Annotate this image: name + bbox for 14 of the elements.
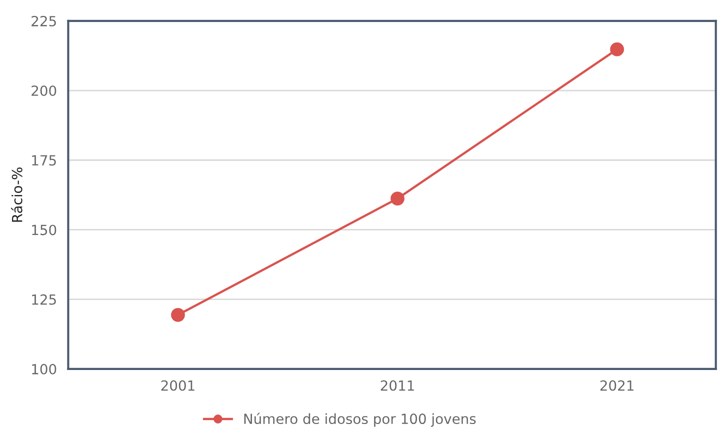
- point: [171, 308, 185, 322]
- y-tick-label: 200: [32, 85, 56, 96]
- y-axis-title: Rácio-%: [11, 168, 22, 222]
- x-tick-label: 2021: [600, 380, 634, 391]
- y-tick-label: 100: [32, 364, 56, 374]
- y-tick-label: 175: [32, 155, 56, 166]
- x-tick-label: 2001: [161, 380, 194, 391]
- y-tick-label: 150: [32, 224, 56, 236]
- point: [610, 42, 624, 56]
- x-tick-label: 2011: [380, 380, 414, 391]
- y-tick-label: 225: [32, 16, 56, 26]
- legend-label: Número de idosos por 100 jovens: [244, 412, 476, 427]
- y-tick-label: 125: [32, 294, 56, 305]
- point: [390, 192, 404, 206]
